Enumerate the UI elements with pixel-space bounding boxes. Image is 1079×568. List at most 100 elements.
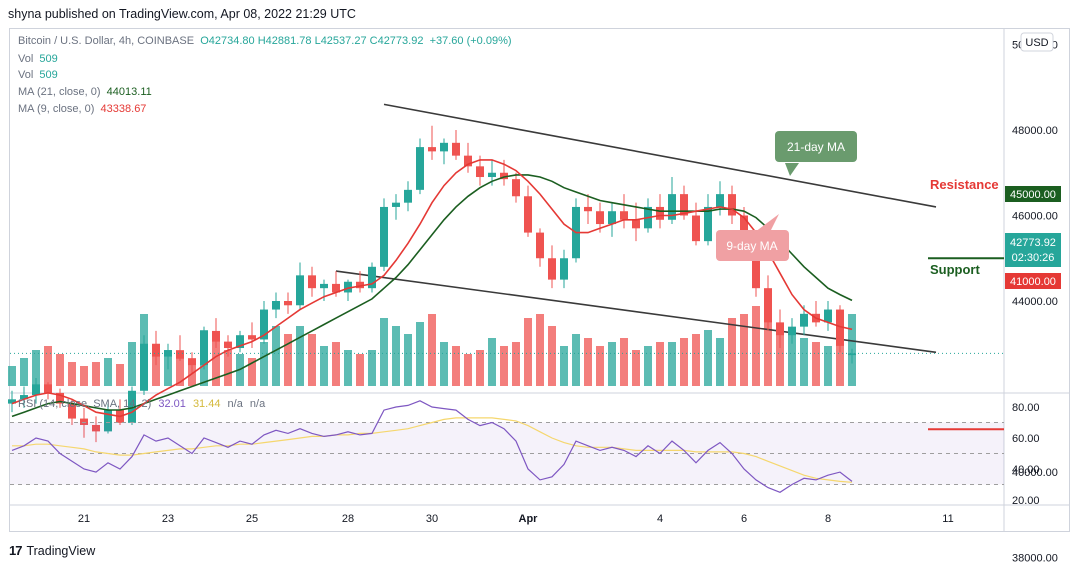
resistance-price-badge [1005,186,1061,202]
candle-body [620,211,628,220]
candle-body [560,258,568,280]
candle-body [188,358,196,366]
volume-bar [356,354,364,386]
time-tick-label: 4 [657,513,663,525]
ma21-callout-pointer [785,163,799,176]
volume-bar [176,354,184,386]
support-price-text: 41000.00 [1010,276,1056,288]
rsi-legend-label: RSI (14, close, SMA, 14, 2) [18,398,151,410]
currency-label: USD [1025,37,1048,49]
volume-bar [308,334,316,386]
volume-bar [596,346,604,386]
channel-lower-line [335,270,937,354]
candle-body [332,283,340,293]
ma9-callout-pointer [755,214,779,232]
volume-bar [812,342,820,386]
candle-body [104,410,112,432]
candle-body [428,147,436,152]
volume-bar [704,330,712,386]
candle-body [488,172,496,178]
candle-body [716,194,724,207]
current-price-badge [1005,233,1061,267]
candle-body [752,245,760,289]
support-price-badge [1005,273,1061,289]
rsi-pane [10,400,1004,493]
time-tick-label: Apr [519,513,539,525]
candle-body [800,313,808,327]
candle-body [692,215,700,242]
candle-body [20,395,28,400]
volume-bar [716,338,724,386]
candle-body [344,281,352,293]
candle-body [248,335,256,340]
price-tick-label: 40000.00 [1012,467,1058,479]
rsi-legend[interactable]: RSI (14, close, SMA, 14, 2) 32.01 31.44 … [18,398,266,410]
legend-change: +37.60 (+0.09%) [429,35,512,47]
legend-vol-value: 509 [39,53,58,65]
legend-ohlc: O42734.80 H42881.78 L42537.27 C42773.92 [200,35,424,47]
time-tick-label: 6 [741,513,747,525]
candle-body [440,142,448,152]
candle-body [656,206,664,220]
volume-bar [116,364,124,386]
volume-bar [488,338,496,386]
candle-body [260,309,268,340]
volume-bar [44,346,52,386]
rsi-tick-label: 80.00 [1012,402,1040,414]
ma21-callout-text: 21-day MA [787,140,845,154]
volume-bar [740,314,748,386]
legend-vol-label: Vol [18,53,34,65]
legend-vol-row-1[interactable]: Vol 509 [18,53,58,65]
ma21-line [11,174,853,418]
candle-body [392,202,400,207]
volume-bar [476,350,484,386]
candle-body [176,350,184,359]
volume-bar [584,338,592,386]
channel-upper-line [383,103,937,208]
volume-bar [404,334,412,386]
legend-symbol: Bitcoin / U.S. Dollar, 4h, COINBASE [18,35,195,47]
candle-body [164,350,172,357]
volume-bar [128,342,136,386]
candle-body [284,301,292,306]
volume-bar [212,338,220,386]
legend-ma9-label: MA (9, close, 0) [18,103,95,115]
volume-bar [320,346,328,386]
volume-bar [824,346,832,386]
volume-bar [332,342,340,386]
volume-bar [272,326,280,386]
tradingview-footer[interactable]: 17 TradingView [9,543,95,558]
volume-bar [20,358,28,386]
candle-body [380,206,388,267]
rsi-legend-value: 32.01 [158,398,186,410]
volume-bar [380,318,388,386]
volume-bar [368,350,376,386]
rsi-line [11,400,853,493]
legend-ma21-row[interactable]: MA (21, close, 0) 44013.11 [18,86,152,98]
candle-body [824,309,832,323]
candle-body [296,275,304,306]
volume-bar [548,326,556,386]
candle-body [200,330,208,366]
volume-bar [512,342,520,386]
candle-body [56,392,64,404]
rsi-tick-label: 40.00 [1012,464,1040,476]
volume-bar [800,338,808,386]
ma9-callout[interactable]: 9-day MA [716,214,789,261]
candle-body [8,399,16,404]
currency-button[interactable] [1020,32,1054,52]
price-tick-label: 46000.00 [1012,211,1058,223]
legend-symbol-row[interactable]: Bitcoin / U.S. Dollar, 4h, COINBASE O427… [18,35,512,47]
volume-bar [536,314,544,386]
resistance-label: Resistance [930,177,999,192]
rsi-tick-label: 60.00 [1012,433,1040,445]
time-tick-label: 25 [246,513,258,525]
candle-body [32,384,40,396]
candle-body [152,343,160,357]
legend-vol-row-2[interactable]: Vol 509 [18,69,58,81]
candle-body [764,288,772,323]
candle-body [776,322,784,336]
legend-ma9-row[interactable]: MA (9, close, 0) 43338.67 [18,103,146,115]
ma21-callout[interactable]: 21-day MA [775,131,857,176]
